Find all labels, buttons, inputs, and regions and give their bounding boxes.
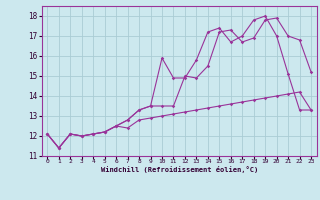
X-axis label: Windchill (Refroidissement éolien,°C): Windchill (Refroidissement éolien,°C)	[100, 166, 258, 173]
